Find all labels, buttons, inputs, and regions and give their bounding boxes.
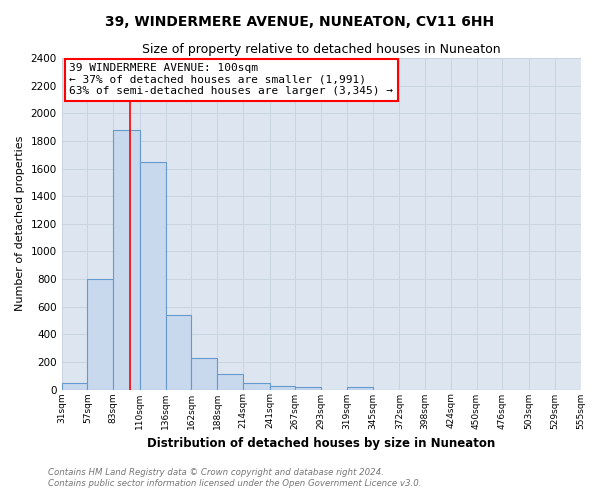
- Title: Size of property relative to detached houses in Nuneaton: Size of property relative to detached ho…: [142, 42, 500, 56]
- Bar: [140, 162, 166, 390]
- X-axis label: Distribution of detached houses by size in Nuneaton: Distribution of detached houses by size …: [147, 437, 495, 450]
- Bar: [295, 388, 321, 390]
- Bar: [217, 374, 243, 390]
- Y-axis label: Number of detached properties: Number of detached properties: [15, 136, 25, 312]
- Bar: [243, 382, 269, 390]
- Text: 39, WINDERMERE AVENUE, NUNEATON, CV11 6HH: 39, WINDERMERE AVENUE, NUNEATON, CV11 6H…: [106, 15, 494, 29]
- Bar: [88, 279, 113, 390]
- Bar: [269, 386, 295, 390]
- Bar: [62, 382, 88, 390]
- Text: Contains HM Land Registry data © Crown copyright and database right 2024.
Contai: Contains HM Land Registry data © Crown c…: [48, 468, 421, 487]
- Bar: [113, 130, 140, 390]
- Text: 39 WINDERMERE AVENUE: 100sqm
← 37% of detached houses are smaller (1,991)
63% of: 39 WINDERMERE AVENUE: 100sqm ← 37% of de…: [70, 63, 394, 96]
- Bar: [347, 388, 373, 390]
- Bar: [191, 358, 217, 390]
- Bar: [166, 315, 191, 390]
